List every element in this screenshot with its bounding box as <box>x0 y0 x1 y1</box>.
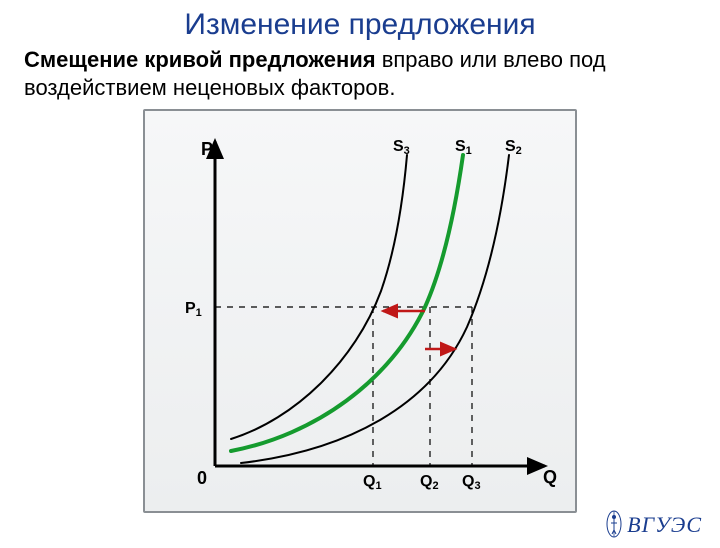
chart-svg: P Q 0 P1 Q1 Q2 Q3 S3 S1 S2 <box>145 111 575 511</box>
svg-text:0: 0 <box>197 468 207 488</box>
logo-text: ВГУЭС <box>627 512 702 538</box>
svg-text:Q1: Q1 <box>363 473 382 492</box>
logo: ВГУЭС <box>605 510 702 538</box>
svg-text:Q: Q <box>543 467 557 487</box>
subtitle-bold: Смещение кривой предложения <box>24 47 376 72</box>
svg-text:P1: P1 <box>185 300 202 319</box>
logo-icon <box>605 510 623 538</box>
supply-chart: P Q 0 P1 Q1 Q2 Q3 S3 S1 S2 <box>143 109 577 513</box>
svg-text:S3: S3 <box>393 138 410 157</box>
page-title: Изменение предложения <box>0 8 720 42</box>
subtitle: Смещение кривой предложения вправо или в… <box>24 46 696 101</box>
svg-text:Q2: Q2 <box>420 473 439 492</box>
svg-text:S1: S1 <box>455 138 472 157</box>
svg-text:P: P <box>201 139 213 159</box>
svg-text:Q3: Q3 <box>462 473 481 492</box>
svg-text:S2: S2 <box>505 138 522 157</box>
